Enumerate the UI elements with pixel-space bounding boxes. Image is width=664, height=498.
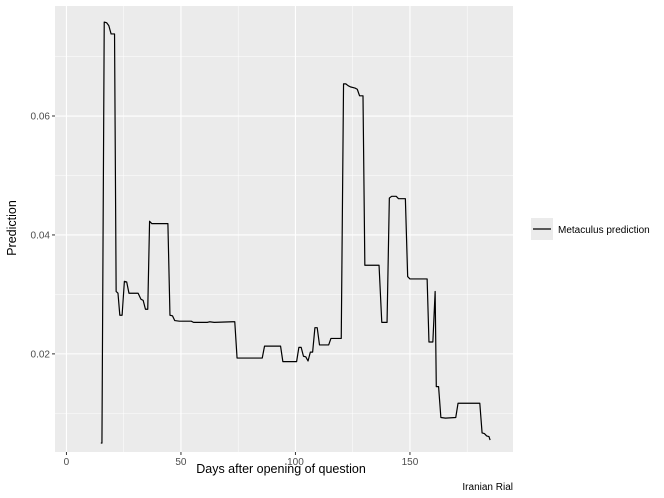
x-axis-ticks: 0 50 100 150: [64, 452, 419, 468]
y-tick-label: 0.02: [31, 349, 51, 360]
y-tick-label: 0.04: [31, 230, 51, 241]
x-tick-label: 0: [64, 457, 70, 468]
series-line: [100, 21, 491, 444]
x-axis-title: Days after opening of question: [196, 462, 366, 476]
x-tick-label: 50: [175, 457, 187, 468]
x-tick-label: 100: [287, 457, 304, 468]
x-tick-label: 150: [402, 457, 419, 468]
y-axis-title: Prediction: [5, 200, 19, 256]
y-tick-label: 0.06: [31, 112, 51, 123]
minor-gridlines: [55, 6, 513, 452]
legend-label: Metaculus prediction: [558, 225, 650, 236]
y-axis-ticks: 0.02 0.04 0.06: [31, 112, 55, 360]
major-gridlines: [55, 6, 513, 452]
caption: Iranian Rial: [462, 482, 513, 493]
legend: Metaculus prediction: [531, 218, 650, 240]
